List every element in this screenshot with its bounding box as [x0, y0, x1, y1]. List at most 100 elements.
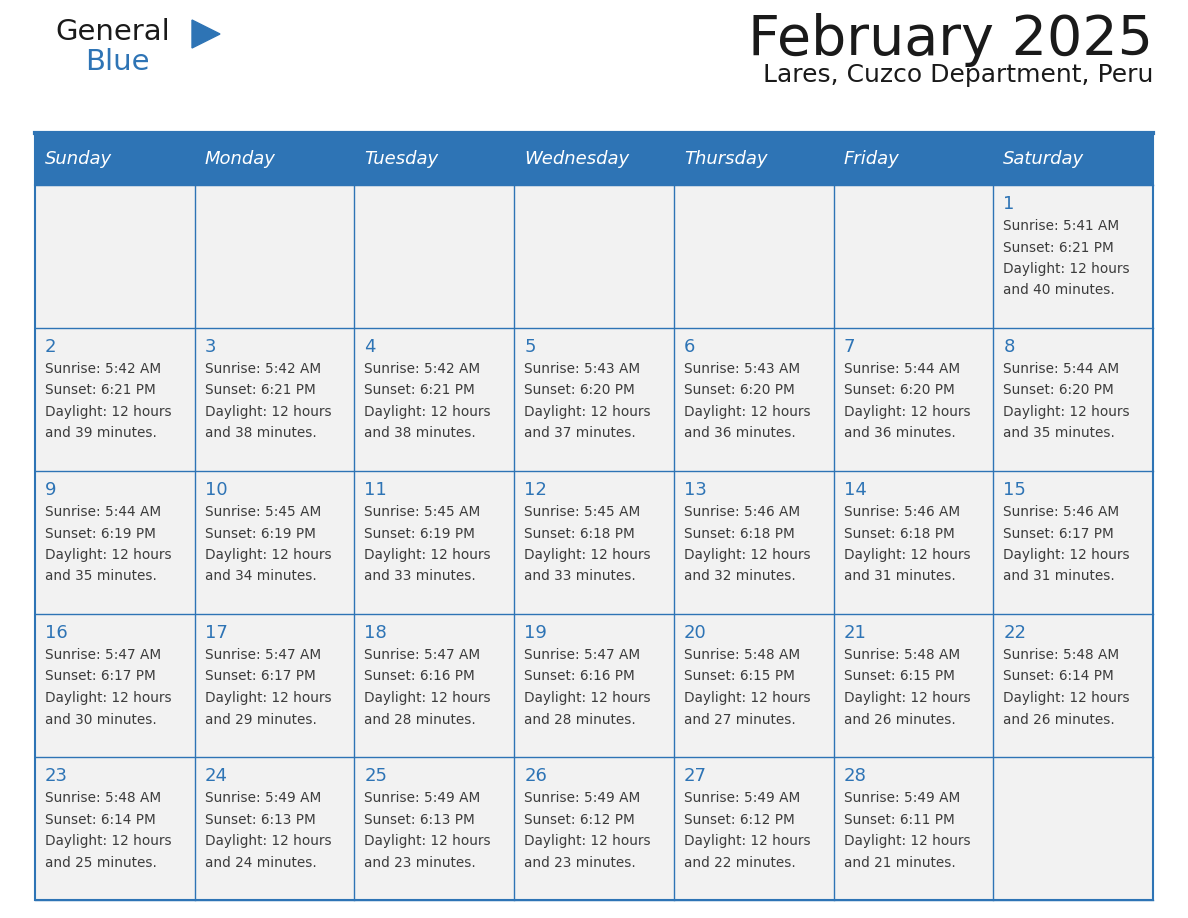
Text: and 26 minutes.: and 26 minutes. — [843, 712, 955, 726]
Text: Daylight: 12 hours: Daylight: 12 hours — [1004, 691, 1130, 705]
Text: Daylight: 12 hours: Daylight: 12 hours — [524, 691, 651, 705]
Bar — [354, 328, 514, 471]
Text: Sunrise: 5:49 AM: Sunrise: 5:49 AM — [524, 791, 640, 805]
Text: Sunrise: 5:47 AM: Sunrise: 5:47 AM — [524, 648, 640, 662]
Text: 5: 5 — [524, 338, 536, 356]
Text: Daylight: 12 hours: Daylight: 12 hours — [365, 548, 491, 562]
Text: and 28 minutes.: and 28 minutes. — [524, 712, 636, 726]
Text: and 23 minutes.: and 23 minutes. — [524, 856, 636, 869]
Text: Sunrise: 5:42 AM: Sunrise: 5:42 AM — [45, 362, 162, 376]
Text: Daylight: 12 hours: Daylight: 12 hours — [204, 834, 331, 848]
Text: and 27 minutes.: and 27 minutes. — [684, 712, 796, 726]
Text: Sunrise: 5:49 AM: Sunrise: 5:49 AM — [204, 791, 321, 805]
Text: 28: 28 — [843, 767, 866, 785]
Bar — [354, 185, 514, 328]
Text: Sunset: 6:13 PM: Sunset: 6:13 PM — [204, 812, 316, 826]
Text: Sunset: 6:13 PM: Sunset: 6:13 PM — [365, 812, 475, 826]
Bar — [993, 471, 1154, 614]
Text: and 35 minutes.: and 35 minutes. — [45, 569, 157, 584]
Text: Sunset: 6:17 PM: Sunset: 6:17 PM — [204, 669, 316, 684]
Text: Daylight: 12 hours: Daylight: 12 hours — [204, 548, 331, 562]
Text: Sunrise: 5:49 AM: Sunrise: 5:49 AM — [365, 791, 481, 805]
Text: 22: 22 — [1004, 624, 1026, 642]
Bar — [834, 133, 993, 185]
Text: Sunset: 6:12 PM: Sunset: 6:12 PM — [684, 812, 795, 826]
Text: and 26 minutes.: and 26 minutes. — [1004, 712, 1116, 726]
Text: Sunrise: 5:43 AM: Sunrise: 5:43 AM — [684, 362, 800, 376]
Bar — [674, 757, 834, 900]
Text: and 24 minutes.: and 24 minutes. — [204, 856, 316, 869]
Text: 16: 16 — [45, 624, 68, 642]
Text: and 39 minutes.: and 39 minutes. — [45, 427, 157, 441]
Text: Sunset: 6:17 PM: Sunset: 6:17 PM — [45, 669, 156, 684]
Bar — [195, 614, 354, 757]
Text: 20: 20 — [684, 624, 707, 642]
Bar — [195, 133, 354, 185]
Text: 19: 19 — [524, 624, 546, 642]
Text: 18: 18 — [365, 624, 387, 642]
Text: 3: 3 — [204, 338, 216, 356]
Text: Sunrise: 5:47 AM: Sunrise: 5:47 AM — [204, 648, 321, 662]
Text: and 36 minutes.: and 36 minutes. — [843, 427, 955, 441]
Text: 10: 10 — [204, 481, 227, 499]
Bar — [514, 471, 674, 614]
Bar — [834, 471, 993, 614]
Text: Sunrise: 5:48 AM: Sunrise: 5:48 AM — [843, 648, 960, 662]
Text: Sunday: Sunday — [45, 150, 112, 168]
Text: Daylight: 12 hours: Daylight: 12 hours — [684, 691, 810, 705]
Text: Daylight: 12 hours: Daylight: 12 hours — [45, 548, 171, 562]
Text: and 21 minutes.: and 21 minutes. — [843, 856, 955, 869]
Text: Monday: Monday — [204, 150, 276, 168]
Bar — [195, 757, 354, 900]
Text: and 33 minutes.: and 33 minutes. — [524, 569, 636, 584]
Text: Sunset: 6:18 PM: Sunset: 6:18 PM — [524, 527, 634, 541]
Text: and 38 minutes.: and 38 minutes. — [204, 427, 316, 441]
Text: Sunrise: 5:44 AM: Sunrise: 5:44 AM — [843, 362, 960, 376]
Text: and 34 minutes.: and 34 minutes. — [204, 569, 316, 584]
Text: Tuesday: Tuesday — [365, 150, 438, 168]
Text: 12: 12 — [524, 481, 546, 499]
Text: and 36 minutes.: and 36 minutes. — [684, 427, 796, 441]
Text: 6: 6 — [684, 338, 695, 356]
Text: Sunset: 6:14 PM: Sunset: 6:14 PM — [1004, 669, 1114, 684]
Text: Daylight: 12 hours: Daylight: 12 hours — [1004, 548, 1130, 562]
Text: and 30 minutes.: and 30 minutes. — [45, 712, 157, 726]
Text: Sunset: 6:11 PM: Sunset: 6:11 PM — [843, 812, 954, 826]
Text: Wednesday: Wednesday — [524, 150, 630, 168]
Text: 15: 15 — [1004, 481, 1026, 499]
Text: Sunset: 6:19 PM: Sunset: 6:19 PM — [204, 527, 316, 541]
Text: Daylight: 12 hours: Daylight: 12 hours — [843, 691, 971, 705]
Text: 13: 13 — [684, 481, 707, 499]
Text: Sunrise: 5:48 AM: Sunrise: 5:48 AM — [1004, 648, 1119, 662]
Text: 17: 17 — [204, 624, 228, 642]
Bar — [674, 614, 834, 757]
Bar — [514, 133, 674, 185]
Text: Daylight: 12 hours: Daylight: 12 hours — [524, 405, 651, 419]
Text: Sunrise: 5:43 AM: Sunrise: 5:43 AM — [524, 362, 640, 376]
Text: Sunrise: 5:46 AM: Sunrise: 5:46 AM — [843, 505, 960, 519]
Text: Saturday: Saturday — [1004, 150, 1085, 168]
Text: Sunset: 6:17 PM: Sunset: 6:17 PM — [1004, 527, 1114, 541]
Text: Daylight: 12 hours: Daylight: 12 hours — [45, 405, 171, 419]
Text: Blue: Blue — [86, 48, 150, 76]
Text: Sunrise: 5:47 AM: Sunrise: 5:47 AM — [45, 648, 162, 662]
Text: Daylight: 12 hours: Daylight: 12 hours — [365, 691, 491, 705]
Text: Sunrise: 5:42 AM: Sunrise: 5:42 AM — [204, 362, 321, 376]
Bar — [195, 471, 354, 614]
Text: and 35 minutes.: and 35 minutes. — [1004, 427, 1116, 441]
Text: and 22 minutes.: and 22 minutes. — [684, 856, 796, 869]
Text: Sunset: 6:14 PM: Sunset: 6:14 PM — [45, 812, 156, 826]
Bar — [34, 614, 195, 757]
Bar — [993, 614, 1154, 757]
Text: Sunset: 6:21 PM: Sunset: 6:21 PM — [1004, 241, 1114, 254]
Text: 27: 27 — [684, 767, 707, 785]
Text: Sunset: 6:18 PM: Sunset: 6:18 PM — [684, 527, 795, 541]
Text: Sunset: 6:21 PM: Sunset: 6:21 PM — [204, 384, 316, 397]
Bar — [993, 757, 1154, 900]
Bar — [34, 757, 195, 900]
Text: Sunrise: 5:47 AM: Sunrise: 5:47 AM — [365, 648, 481, 662]
Bar — [354, 133, 514, 185]
Text: Daylight: 12 hours: Daylight: 12 hours — [45, 691, 171, 705]
Text: Sunset: 6:15 PM: Sunset: 6:15 PM — [684, 669, 795, 684]
Text: Daylight: 12 hours: Daylight: 12 hours — [45, 834, 171, 848]
